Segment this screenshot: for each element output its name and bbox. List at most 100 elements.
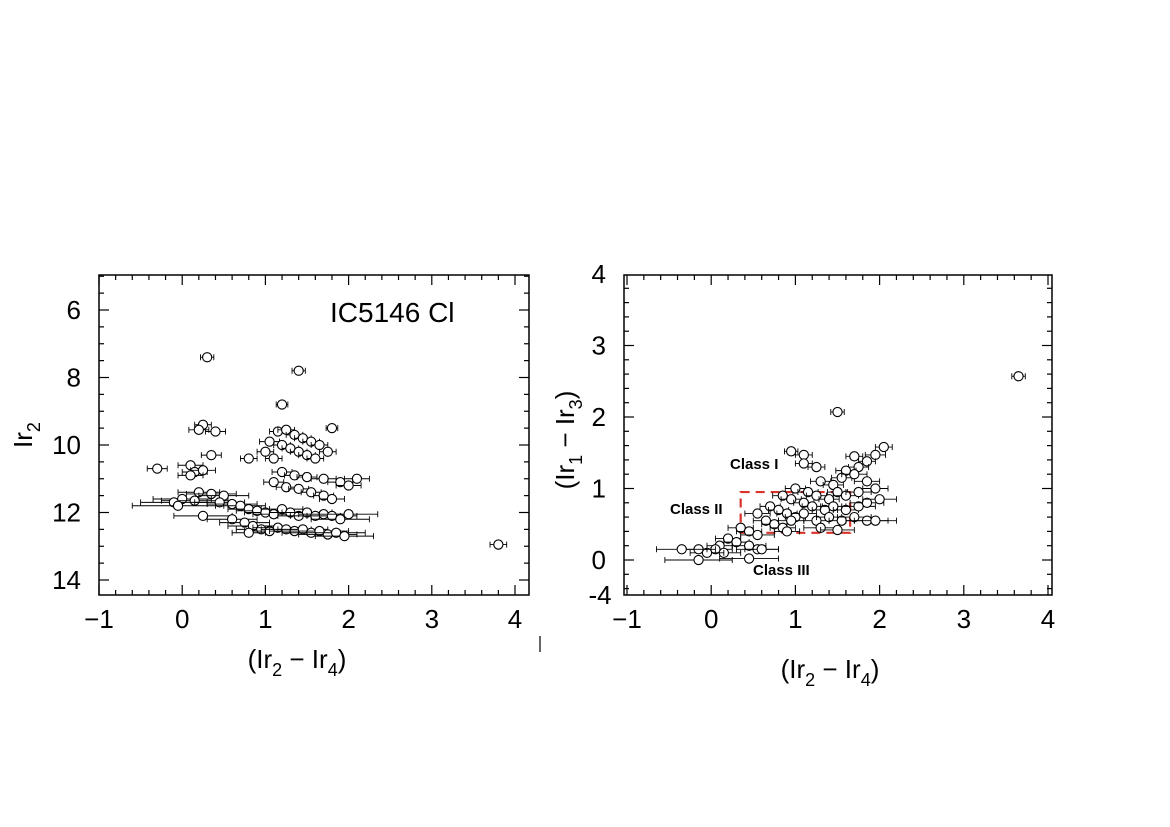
left-data-point — [146, 463, 168, 474]
point-marker — [849, 451, 860, 462]
left-x-tick-label: 2 — [341, 604, 355, 634]
right-data-point — [807, 461, 826, 473]
point-marker — [268, 509, 279, 520]
right-x-tick-label: 4 — [1041, 604, 1055, 634]
point-marker — [853, 501, 864, 512]
point-marker — [878, 441, 889, 453]
left-data-point — [296, 471, 318, 483]
left-panel-title: IC5146 Cl — [330, 297, 455, 328]
point-marker — [301, 471, 313, 483]
point-marker — [206, 449, 217, 461]
left-x-axis-label: (Ir2 − Ir4) — [248, 644, 347, 680]
point-marker — [339, 530, 350, 542]
point-marker — [322, 529, 333, 540]
left-axis-ticks — [98, 275, 529, 595]
right-data-point — [794, 458, 813, 469]
point-marker — [243, 453, 254, 464]
point-marker — [276, 399, 288, 410]
right-axis-ticks — [624, 275, 1052, 595]
left-plot-frame — [98, 274, 530, 596]
right-plot-frame — [623, 274, 1053, 596]
right-data-point — [832, 504, 859, 516]
point-marker — [152, 463, 163, 474]
right-data-point — [845, 486, 872, 498]
left-data-point — [319, 509, 379, 520]
right-y-tick-label: 4 — [592, 259, 606, 289]
point-marker — [722, 533, 734, 544]
class-i-label: Class I — [730, 456, 778, 473]
left-data-point — [131, 500, 225, 511]
left-x-tick-label: 4 — [508, 604, 522, 634]
point-marker — [773, 504, 784, 516]
point-marker — [743, 553, 755, 564]
left-data-point — [319, 446, 337, 457]
right-data-point — [853, 476, 881, 487]
right-data-point — [740, 529, 775, 541]
left-y-tick-label: 10 — [52, 430, 81, 460]
point-marker — [798, 449, 809, 461]
left-data-point — [313, 490, 335, 501]
point-marker — [214, 497, 225, 508]
point-marker — [268, 453, 279, 464]
point-marker — [335, 514, 346, 525]
right-data-point — [784, 446, 799, 457]
point-marker — [351, 473, 363, 484]
point-marker — [786, 446, 797, 457]
point-marker — [185, 470, 196, 481]
right-data-point — [1011, 371, 1026, 382]
right-y-tick-label: 2 — [592, 402, 606, 432]
left-data-point — [310, 514, 370, 525]
point-marker — [798, 458, 809, 469]
right-data-point — [845, 451, 864, 462]
left-data-point — [343, 473, 370, 484]
right-x-tick-label: 3 — [957, 604, 971, 634]
point-marker — [870, 449, 881, 461]
left-x-axis-label-text: (Ir2 − Ir4) — [248, 644, 347, 680]
left-data-point — [256, 446, 275, 457]
right-data-point — [744, 508, 771, 519]
right-data-point — [801, 501, 823, 512]
right-y-axis-label: (Ir1 − Ir3) — [550, 391, 586, 490]
point-marker — [752, 508, 763, 519]
right-data-point — [778, 515, 805, 526]
left-data-point — [263, 476, 285, 488]
left-data-point — [335, 480, 362, 491]
point-marker — [243, 527, 254, 538]
point-marker — [210, 426, 221, 437]
right-data-point — [820, 501, 847, 512]
point-marker — [314, 439, 325, 451]
right-x-tick-label: 1 — [788, 604, 802, 634]
point-marker — [861, 476, 873, 487]
left-data-point — [264, 453, 283, 464]
point-marker — [676, 544, 687, 555]
left-data-point — [291, 365, 306, 376]
right-x-tick-label: −1 — [612, 604, 642, 634]
right-data-point — [837, 511, 872, 523]
right-data-point — [822, 479, 844, 491]
right-y-tick-label: 3 — [592, 331, 606, 361]
left-data-point — [200, 449, 222, 461]
left-scatter-points — [131, 352, 508, 550]
point-marker — [786, 515, 797, 526]
point-marker — [281, 482, 292, 493]
right-data-point — [858, 456, 876, 467]
point-marker — [264, 436, 275, 447]
right-x-axis-label-text: (Ir2 − Ir4) — [781, 654, 880, 690]
right-data-point — [719, 553, 780, 564]
left-x-tick-label: 0 — [175, 604, 189, 634]
point-marker — [693, 554, 704, 566]
point-marker — [343, 509, 354, 520]
left-data-point — [489, 539, 508, 550]
left-data-point — [306, 453, 325, 464]
left-data-point — [219, 517, 271, 528]
right-data-point — [862, 494, 897, 505]
point-marker — [493, 539, 504, 550]
point-marker — [310, 453, 321, 464]
left-y-tick-label: 12 — [52, 498, 81, 528]
right-data-point — [874, 441, 893, 453]
left-x-tick-label: −1 — [84, 604, 114, 634]
left-data-point — [177, 470, 204, 481]
right-data-point — [862, 483, 889, 494]
